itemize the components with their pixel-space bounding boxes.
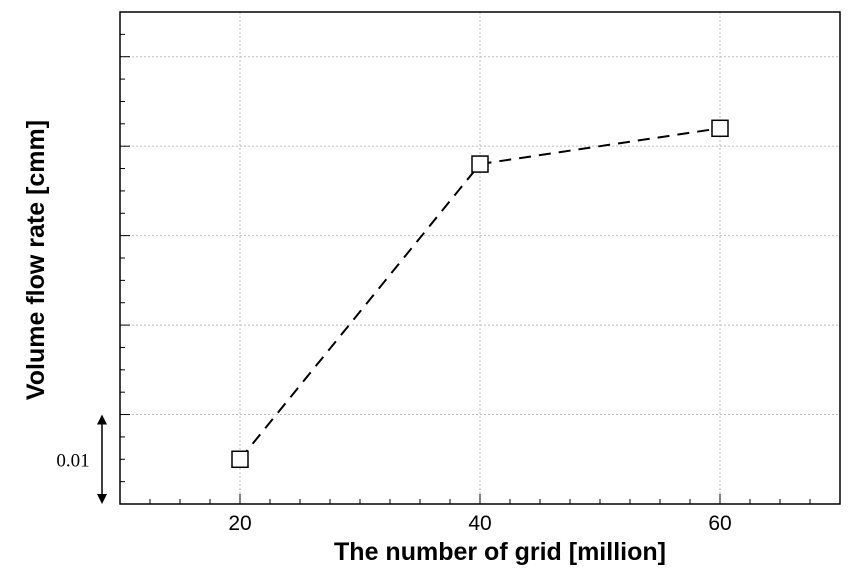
x-tick-labels: 20 40 60 [228,512,731,535]
axis-ticks [119,11,841,505]
scale-annotation-label: 0.01 [56,450,89,471]
x-tick-label: 40 [468,512,491,535]
x-tick-label: 20 [228,512,251,535]
x-tick-label: 60 [708,512,731,535]
data-point [231,450,249,469]
series [231,119,729,469]
x-axis-title: The number of grid [million] [334,538,666,566]
data-point [711,119,729,138]
scale-annotation: 0.01 [56,414,107,504]
y-axis-title: Volume flow rate [cmm] [22,120,50,400]
grid-lines [120,12,840,505]
scale-arrow-head-bottom [97,494,107,504]
data-point [471,155,489,173]
scale-arrow-head-top [97,414,107,425]
